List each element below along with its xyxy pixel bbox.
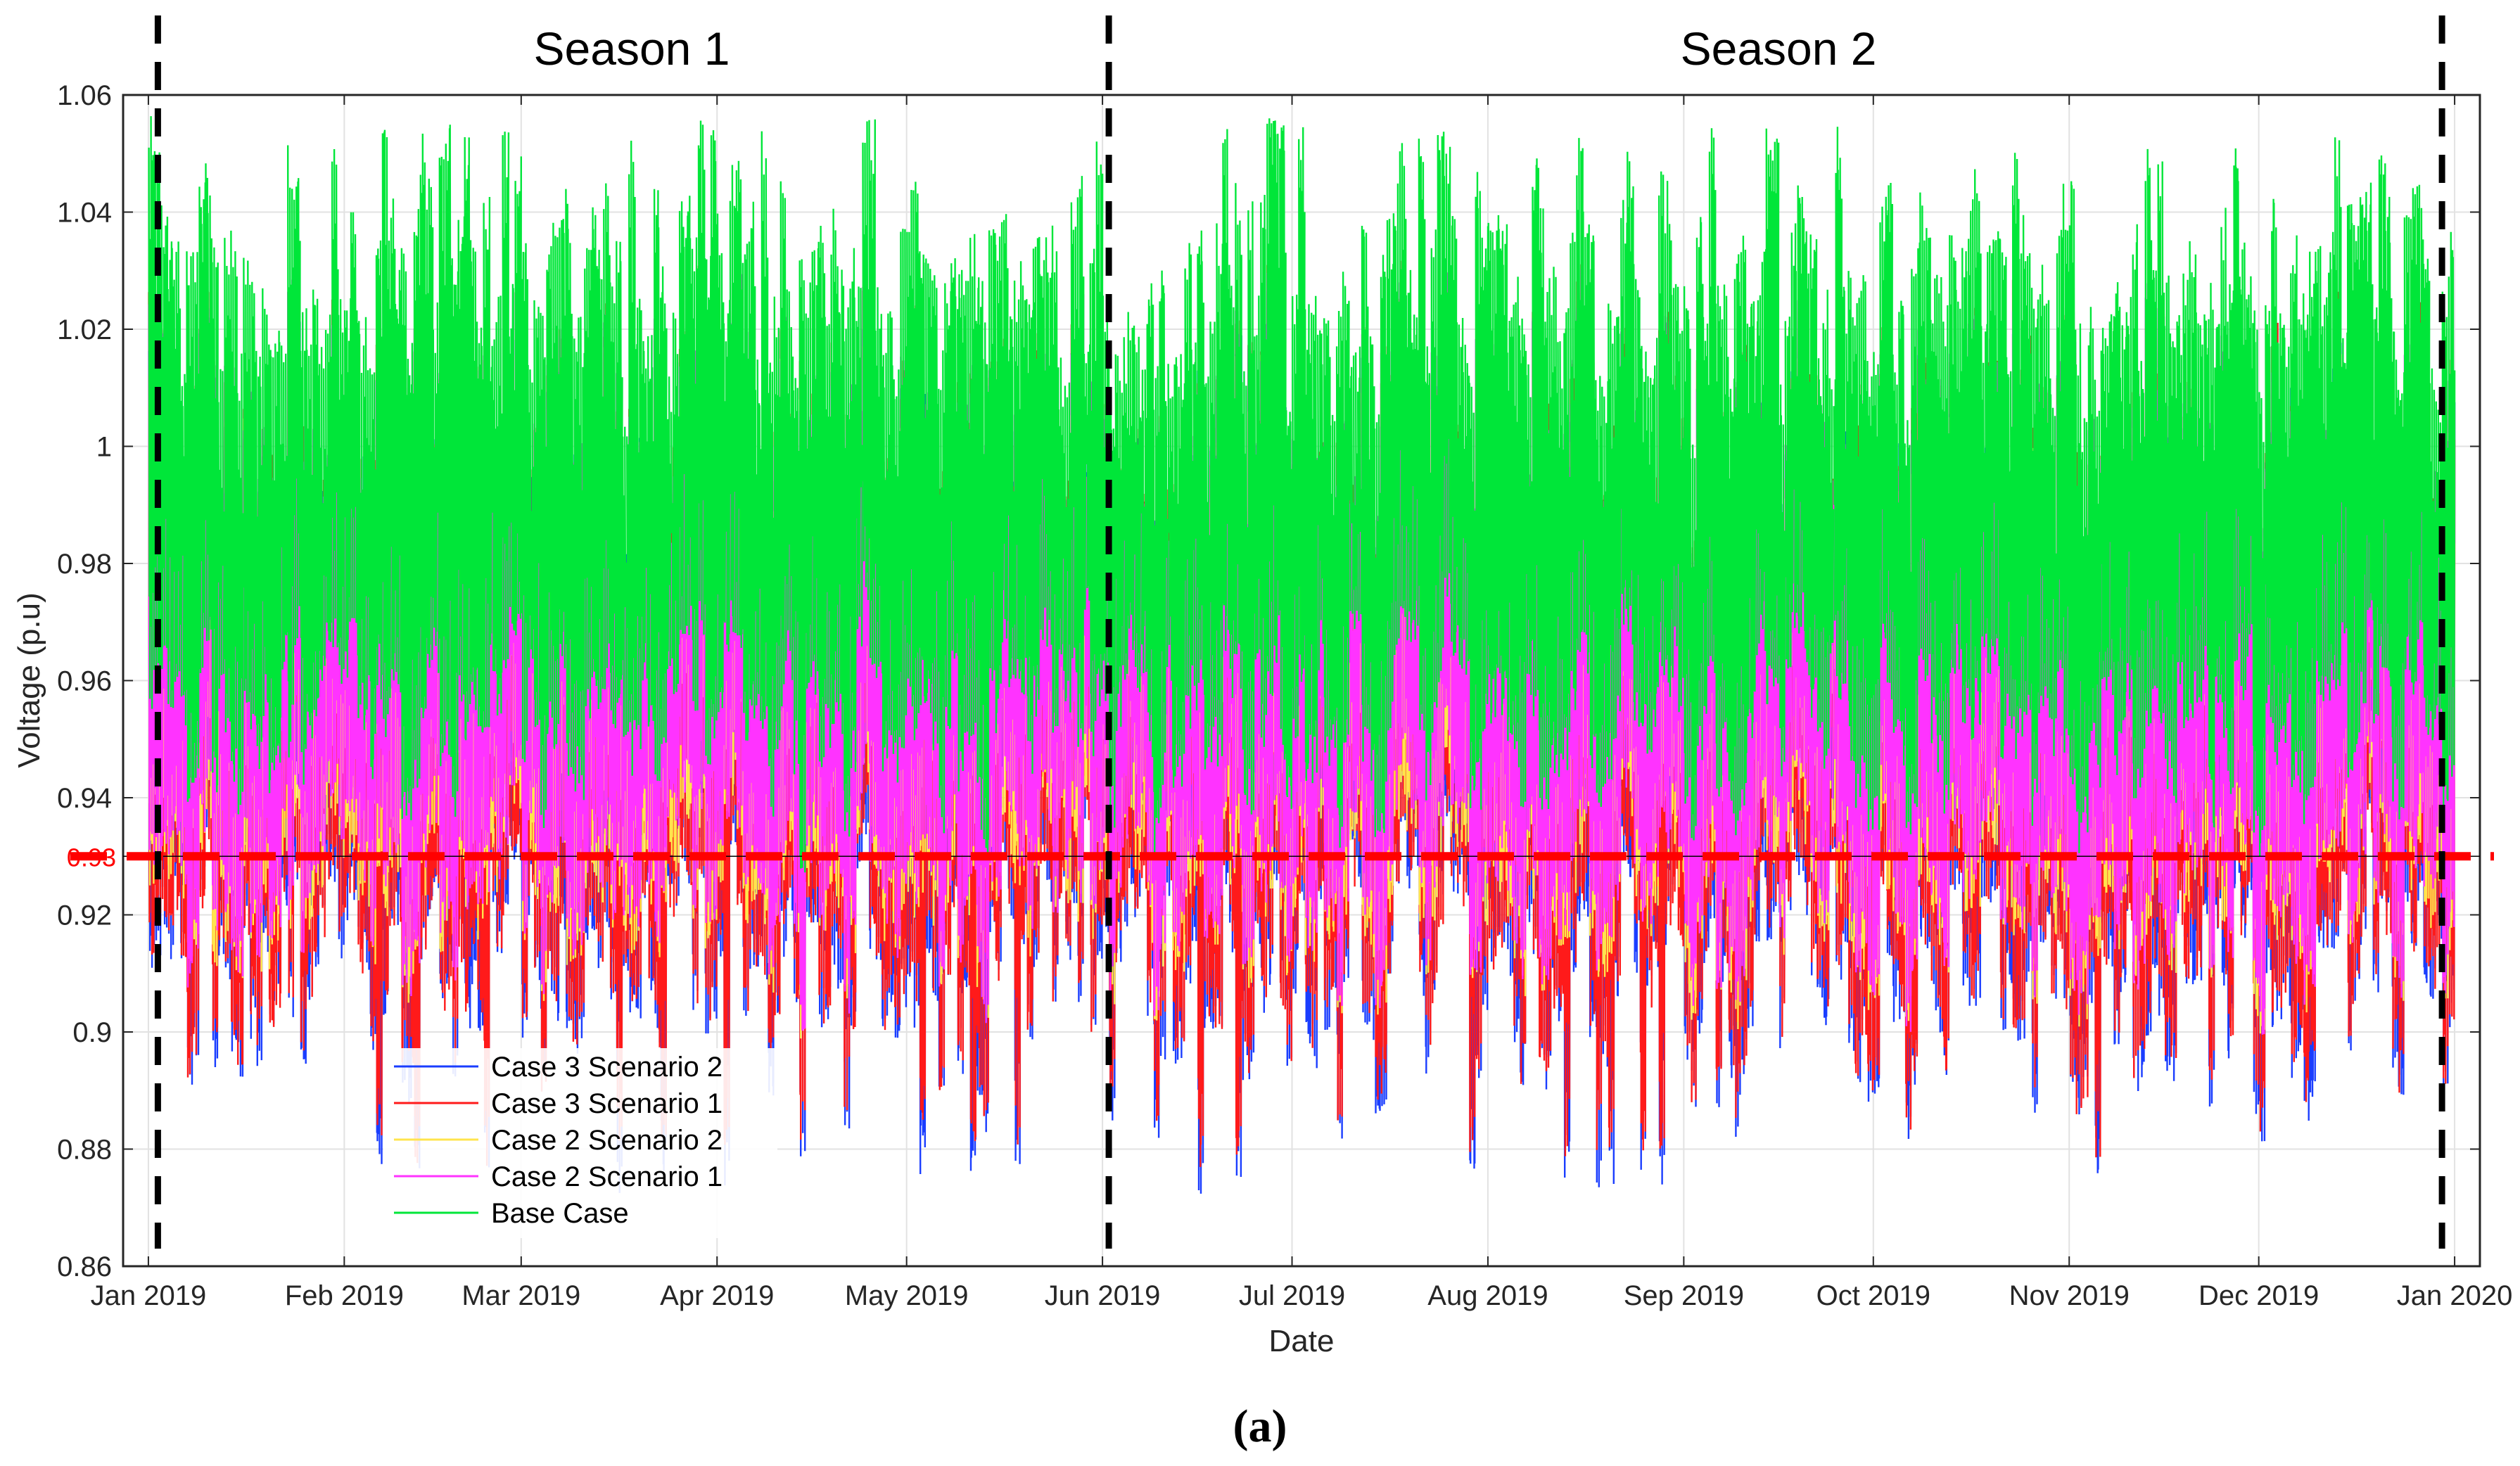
x-tick-label: Apr 2019 [660,1280,774,1311]
season-boundaries [154,15,2445,1249]
y-tick-label: 0.94 [57,783,112,814]
figure-caption: (a) [1233,1401,1287,1452]
y-tick-label: 1.04 [57,198,112,229]
legend-box [383,1048,777,1238]
x-tick-label: Jan 2020 [2397,1280,2513,1311]
x-tick-label: Feb 2019 [285,1280,404,1311]
legend-entry: Case 3 Scenario 2 [491,1052,723,1083]
x-tick-label: Oct 2019 [1816,1280,1930,1311]
y-tick-label: 1.02 [57,314,112,345]
x-axis: Jan 2019 Feb 2019 Mar 2019 Apr 2019 May 2019… [91,95,2513,1311]
y-tick-label: 0.98 [57,549,112,580]
series-line [148,116,2456,873]
legend: Case 3 Scenario 2 Case 3 Scenario 1 Case 2… [383,1048,777,1238]
season-label: Season 2 [1681,23,1877,75]
y-tick-label: 0.86 [57,1251,112,1282]
threshold-group: 0.93 [67,843,2494,872]
legend-entry: Case 2 Scenario 1 [491,1161,723,1192]
season-label: Season 1 [534,23,730,75]
y-tick-label: 0.88 [57,1135,112,1166]
y-tick-label: 0.96 [57,666,112,697]
legend-entry: Case 2 Scenario 2 [491,1125,723,1156]
series-traces [148,116,2456,1194]
x-tick-label: Jan 2019 [91,1280,207,1311]
legend-entry: Base Case [491,1198,629,1229]
y-tick-label: 0.92 [57,900,112,931]
x-tick-label: Dec 2019 [2198,1280,2319,1311]
x-axis-label: Date [1269,1324,1335,1358]
y-axis-label: Voltage (p.u) [12,592,46,768]
y-axis: 0.86 0.88 0.9 0.92 0.94 0.96 0.98 1 1.02 1.04 1.06 [57,80,2480,1282]
y-tick-label: 1.06 [57,80,112,111]
x-tick-label: Nov 2019 [2009,1280,2130,1311]
legend-entry: Case 3 Scenario 1 [491,1088,723,1119]
x-tick-label: Jul 2019 [1239,1280,1345,1311]
x-tick-label: Aug 2019 [1427,1280,1548,1311]
season-labels: Season 1 Season 2 [534,23,1877,75]
y-tick-label: 0.9 [72,1017,112,1048]
threshold-label: 0.93 [67,843,116,872]
x-tick-label: Mar 2019 [462,1280,580,1311]
y-tick-label: 1 [96,432,112,463]
x-tick-label: May 2019 [845,1280,969,1311]
x-tick-label: Jun 2019 [1045,1280,1161,1311]
x-tick-label: Sep 2019 [1624,1280,1744,1311]
